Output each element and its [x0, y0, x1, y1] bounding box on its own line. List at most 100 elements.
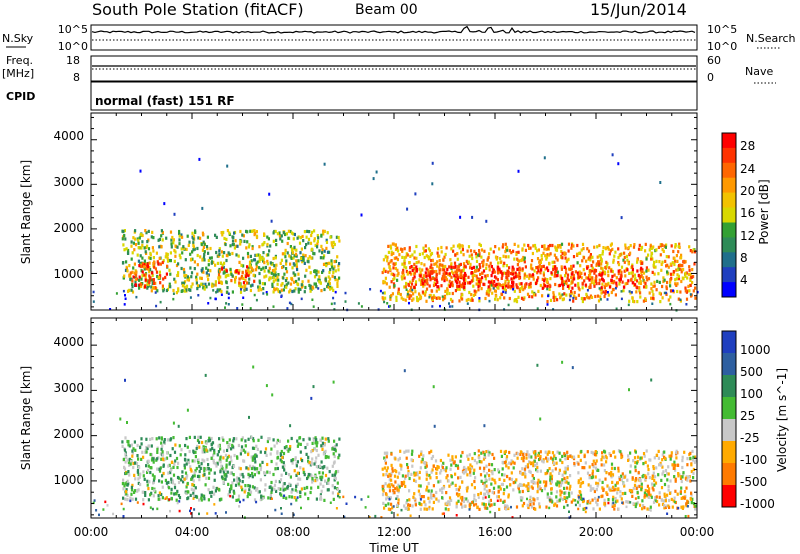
scatter-cell	[530, 259, 534, 263]
scatter-cell	[316, 239, 319, 243]
scatter-cell	[526, 450, 529, 454]
scatter-cell	[661, 472, 664, 476]
scatter-cell	[122, 289, 125, 293]
scatter-cell	[423, 283, 426, 287]
scatter-cell	[161, 474, 164, 478]
scatter-cell	[310, 230, 314, 234]
scatter-cell	[137, 246, 140, 250]
scatter-cell	[468, 281, 471, 285]
scatter-cell	[634, 460, 637, 465]
scatter-cell	[191, 483, 194, 487]
velocity-cbar-ticks: 1000 500 100 25 -25 -100 -500 -1000	[740, 343, 775, 511]
scatter-cell	[151, 246, 154, 250]
scatter-cell	[559, 245, 562, 249]
scatter-cell	[207, 439, 210, 443]
scatter-cell	[666, 272, 669, 276]
scatter-cell	[489, 504, 492, 508]
scatter-cell	[124, 294, 126, 297]
scatter-cell	[160, 457, 163, 461]
scatter-cell	[486, 506, 489, 510]
scatter-cell	[282, 495, 285, 499]
scatter-cell	[503, 287, 506, 291]
scatter-cell	[663, 450, 666, 454]
scatter-cell	[685, 477, 688, 481]
scatter-cell	[395, 470, 398, 474]
scatter-cell	[533, 459, 536, 463]
scatter-cell	[171, 479, 174, 483]
scatter-cell	[177, 262, 180, 266]
scatter-cell	[629, 464, 632, 468]
scatter-cell	[139, 233, 142, 237]
scatter-cell	[219, 447, 222, 451]
scatter-cell	[160, 234, 163, 238]
scatter-cell	[287, 447, 290, 451]
scatter-cell	[664, 497, 667, 501]
scatter-cell	[487, 453, 490, 457]
scatter-cell	[560, 249, 563, 254]
scatter-cell	[400, 275, 403, 279]
scatter-cell	[403, 247, 406, 251]
scatter-cell	[510, 505, 512, 509]
scatter-cell	[169, 259, 172, 263]
xtick-0400: 04:00	[175, 525, 210, 539]
scatter-cell	[308, 460, 311, 465]
scatter-cell	[186, 445, 189, 449]
scatter-cell	[92, 300, 95, 303]
scatter-cell	[93, 499, 96, 502]
scatter-cell	[576, 261, 579, 265]
scatter-cell	[327, 275, 330, 279]
scatter-cell	[398, 485, 401, 489]
scatter-cell	[333, 447, 336, 451]
scatter-cell	[620, 497, 623, 501]
scatter-cell	[311, 448, 314, 453]
scatter-cell	[136, 489, 139, 493]
scatter-cell	[464, 470, 468, 474]
scatter-cell	[529, 495, 532, 499]
scatter-cell	[276, 282, 279, 286]
scatter-cell	[684, 515, 687, 518]
scatter-cell	[266, 242, 269, 247]
scatter-cell	[393, 491, 396, 495]
scatter-cell	[388, 472, 391, 477]
scatter-cell	[686, 500, 689, 504]
scatter-cell	[226, 470, 229, 474]
scatter-cell	[667, 298, 670, 302]
scatter-cell	[558, 484, 561, 488]
power-ytick-1000: 1000	[53, 267, 84, 281]
scatter-cell	[139, 254, 142, 258]
scatter-cell	[431, 296, 434, 300]
scatter-cell	[445, 276, 448, 280]
scatter-cell	[482, 282, 485, 286]
scatter-cell	[537, 484, 540, 488]
scatter-cell	[209, 269, 212, 273]
scatter-cell	[189, 266, 192, 270]
scatter-cell	[181, 251, 184, 255]
scatter-cell	[619, 269, 622, 273]
scatter-cell	[260, 288, 263, 292]
scatter-cell	[561, 280, 564, 284]
scatter-cell	[478, 456, 481, 460]
scatter-cell	[484, 296, 487, 301]
scatter-cell	[214, 283, 217, 287]
scatter-cell	[324, 455, 328, 459]
scatter-cell	[326, 250, 330, 254]
scatter-cell	[598, 278, 601, 282]
scatter-cell	[620, 455, 623, 460]
scatter-cell	[458, 485, 461, 489]
scatter-cell	[621, 280, 624, 284]
scatter-cell	[404, 298, 407, 302]
scatter-cell	[161, 444, 164, 448]
scatter-cell	[507, 303, 510, 307]
scatter-cell	[558, 283, 561, 287]
scatter-cell	[178, 229, 181, 234]
scatter-cell	[537, 487, 540, 491]
scatter-cell	[482, 450, 485, 455]
scatter-cell	[218, 437, 221, 441]
scatter-cell	[465, 298, 468, 302]
power-ylabel: Slant Range [km]	[19, 160, 33, 264]
scatter-cell	[314, 441, 317, 445]
scatter-cell	[638, 484, 641, 488]
scatter-cell	[602, 488, 605, 492]
scatter-cell	[450, 270, 454, 274]
scatter-cell	[499, 498, 502, 502]
